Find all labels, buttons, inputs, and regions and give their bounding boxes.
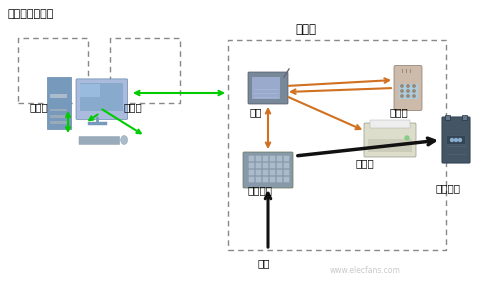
FancyBboxPatch shape bbox=[263, 163, 268, 168]
FancyBboxPatch shape bbox=[442, 117, 470, 163]
Text: 充电柜: 充电柜 bbox=[295, 23, 316, 36]
FancyBboxPatch shape bbox=[447, 136, 465, 144]
Circle shape bbox=[455, 139, 457, 141]
Circle shape bbox=[413, 85, 415, 87]
Circle shape bbox=[413, 90, 415, 92]
FancyBboxPatch shape bbox=[256, 156, 261, 161]
FancyBboxPatch shape bbox=[256, 163, 261, 168]
FancyBboxPatch shape bbox=[284, 163, 289, 168]
FancyBboxPatch shape bbox=[249, 156, 255, 161]
FancyBboxPatch shape bbox=[248, 72, 288, 104]
FancyBboxPatch shape bbox=[50, 115, 67, 118]
FancyBboxPatch shape bbox=[445, 115, 450, 120]
FancyBboxPatch shape bbox=[270, 170, 275, 175]
FancyBboxPatch shape bbox=[76, 79, 128, 120]
FancyBboxPatch shape bbox=[364, 123, 416, 157]
Circle shape bbox=[407, 90, 409, 92]
FancyBboxPatch shape bbox=[277, 170, 282, 175]
FancyBboxPatch shape bbox=[46, 77, 71, 129]
Text: 充电单元: 充电单元 bbox=[248, 185, 273, 195]
Text: 充电柜: 充电柜 bbox=[124, 102, 143, 112]
FancyBboxPatch shape bbox=[263, 177, 268, 182]
Text: 汽车电池: 汽车电池 bbox=[435, 183, 460, 193]
FancyBboxPatch shape bbox=[249, 163, 255, 168]
FancyBboxPatch shape bbox=[81, 84, 99, 97]
FancyBboxPatch shape bbox=[284, 156, 289, 161]
Bar bbox=[110, 38, 180, 103]
FancyBboxPatch shape bbox=[284, 170, 289, 175]
FancyBboxPatch shape bbox=[394, 65, 422, 111]
FancyBboxPatch shape bbox=[270, 177, 275, 182]
FancyBboxPatch shape bbox=[81, 83, 123, 111]
FancyBboxPatch shape bbox=[256, 170, 261, 175]
FancyBboxPatch shape bbox=[277, 156, 282, 161]
FancyBboxPatch shape bbox=[277, 177, 282, 182]
FancyBboxPatch shape bbox=[270, 156, 275, 161]
Circle shape bbox=[407, 85, 409, 87]
FancyBboxPatch shape bbox=[50, 109, 67, 111]
FancyBboxPatch shape bbox=[263, 156, 268, 161]
Text: www.elecfans.com: www.elecfans.com bbox=[330, 266, 401, 275]
Text: 电网: 电网 bbox=[257, 258, 270, 268]
FancyBboxPatch shape bbox=[277, 163, 282, 168]
Circle shape bbox=[401, 85, 403, 87]
Bar bbox=[18, 38, 88, 103]
FancyBboxPatch shape bbox=[256, 177, 261, 182]
FancyBboxPatch shape bbox=[398, 84, 417, 99]
FancyBboxPatch shape bbox=[249, 170, 255, 175]
FancyBboxPatch shape bbox=[79, 137, 120, 145]
Text: 读卡器: 读卡器 bbox=[390, 107, 409, 117]
FancyBboxPatch shape bbox=[263, 170, 268, 175]
Bar bbox=[228, 40, 446, 250]
Ellipse shape bbox=[121, 135, 128, 145]
FancyBboxPatch shape bbox=[249, 177, 255, 182]
FancyBboxPatch shape bbox=[50, 121, 67, 124]
Circle shape bbox=[451, 139, 454, 141]
Text: 结算打印服务器: 结算打印服务器 bbox=[8, 9, 55, 19]
FancyBboxPatch shape bbox=[284, 177, 289, 182]
Circle shape bbox=[458, 139, 461, 141]
Text: 终端: 终端 bbox=[250, 107, 262, 117]
FancyBboxPatch shape bbox=[252, 77, 280, 99]
FancyBboxPatch shape bbox=[270, 163, 275, 168]
Circle shape bbox=[407, 95, 409, 97]
FancyBboxPatch shape bbox=[50, 94, 67, 98]
FancyBboxPatch shape bbox=[368, 139, 412, 152]
FancyBboxPatch shape bbox=[370, 120, 410, 128]
Circle shape bbox=[401, 95, 403, 97]
Text: 打印机: 打印机 bbox=[355, 158, 374, 168]
Circle shape bbox=[413, 95, 415, 97]
FancyBboxPatch shape bbox=[462, 115, 467, 120]
FancyBboxPatch shape bbox=[243, 152, 293, 188]
Circle shape bbox=[405, 136, 409, 140]
Text: 充电柜: 充电柜 bbox=[30, 102, 49, 112]
Circle shape bbox=[401, 90, 403, 92]
